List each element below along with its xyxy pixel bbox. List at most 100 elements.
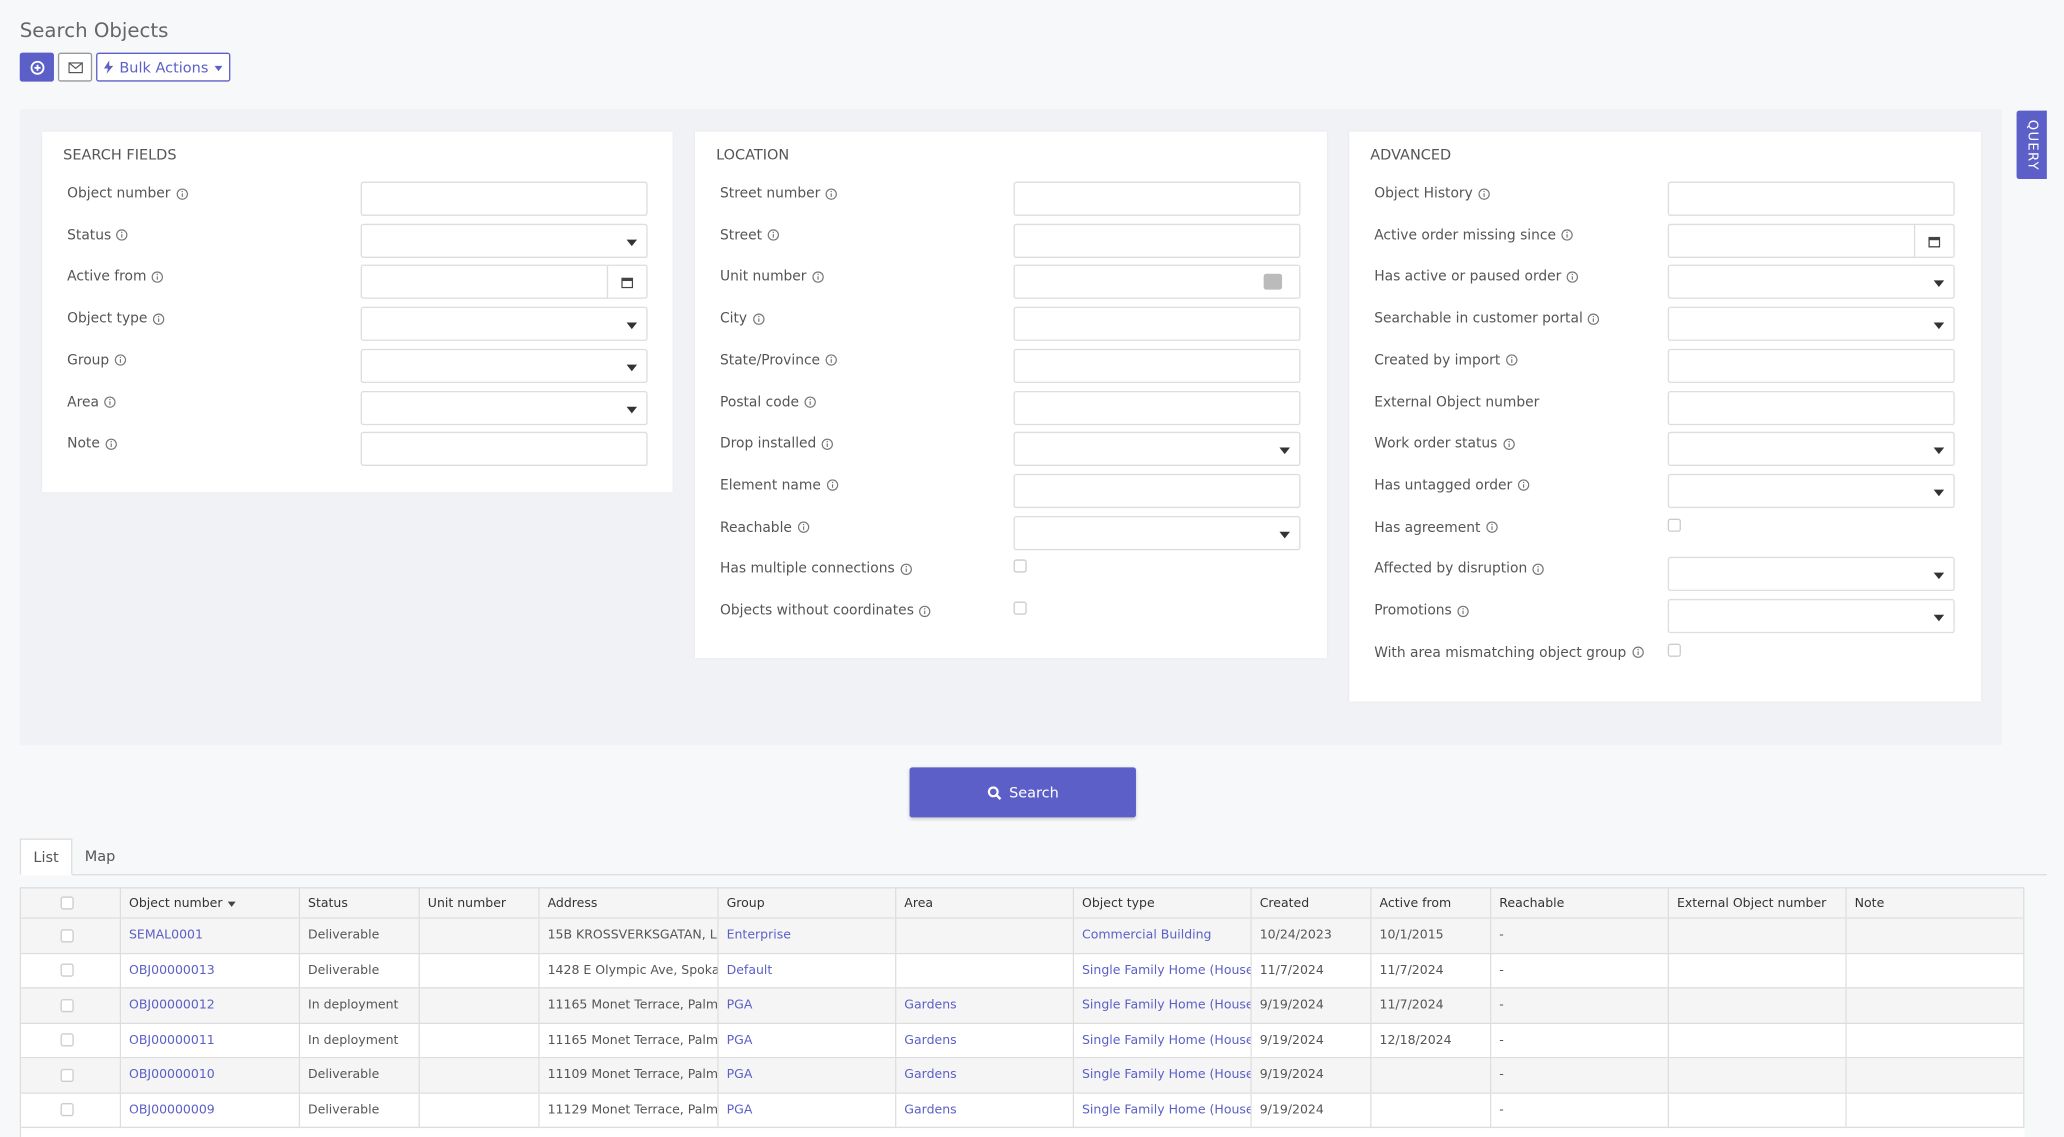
select-caret [1279,531,1290,543]
tab-list[interactable]: List [19,838,73,876]
text-input[interactable] [1667,390,1955,425]
text-input[interactable] [1013,390,1301,425]
table-link[interactable]: PGA [726,1102,753,1118]
table-link[interactable]: OBJ00000013 [128,963,215,978]
checkbox[interactable] [60,963,74,978]
text-input[interactable] [1667,181,1955,216]
text-input[interactable] [360,431,648,467]
info-icon [151,271,164,283]
checkbox[interactable] [1013,601,1027,615]
select-input[interactable] [360,306,648,342]
column-header-text: Unit number [427,895,507,911]
column-header[interactable]: External Object number [1669,888,1847,919]
date-input[interactable] [360,265,648,300]
select-input[interactable] [1667,306,1955,342]
table-cell: 11129 Monet Terrace, Palm ... [539,1093,719,1129]
select-input[interactable] [1013,431,1301,467]
mail-button[interactable] [57,52,93,82]
column-header[interactable]: Object type [1074,888,1252,919]
column-header[interactable]: Object number [121,888,301,919]
bulk-actions-button[interactable]: Bulk Actions [96,52,231,82]
column-header[interactable]: Address [539,888,719,919]
field-label-text: Affected by disruption [1374,561,1528,577]
info-icon [1485,521,1498,533]
query-tab[interactable]: QUERY [2016,110,2047,180]
checkbox[interactable] [60,1033,74,1047]
cell-text: Deliverable [308,928,380,943]
date-input[interactable] [1667,223,1955,258]
table-link[interactable]: Gardens [904,998,957,1013]
checkbox[interactable] [60,1068,74,1082]
table-link[interactable]: SEMAL0001 [128,928,203,943]
table-link[interactable]: Single Family Home (House/T... [1081,998,1250,1013]
text-input[interactable] [1667,348,1955,383]
text-input[interactable] [1013,348,1301,383]
select-input[interactable] [1667,265,1955,300]
table-link[interactable]: PGA [726,1032,753,1048]
column-header[interactable]: Unit number [419,888,540,919]
select-input[interactable] [1667,431,1955,467]
table-link[interactable]: Gardens [904,1102,957,1118]
checkbox[interactable] [1667,643,1681,657]
info-icon [797,521,809,533]
text-input[interactable] [360,181,648,216]
cell-text: 11165 Monet Terrace, Palm ... [547,998,719,1013]
table-link[interactable]: Single Family Home (House/T... [1081,1032,1250,1048]
checkbox[interactable] [60,998,74,1012]
table-link[interactable]: OBJ00000012 [128,998,215,1013]
column-header[interactable]: Group [718,888,897,919]
field-label: Active order missing since [1374,226,1573,244]
table-link[interactable]: Single Family Home (House/T... [1081,1102,1250,1118]
checkbox[interactable] [60,1103,74,1117]
column-header[interactable]: Status [300,888,420,919]
table-link[interactable]: Commercial Building [1081,928,1212,943]
table-link[interactable]: Gardens [904,1032,957,1048]
table-cell: 10/24/2023 [1251,918,1372,954]
checkbox[interactable] [1013,559,1027,573]
table-link[interactable]: OBJ00000010 [128,1067,215,1083]
select-input[interactable] [1013,515,1301,550]
field-label: Unit number [720,268,824,286]
search-label: Search [1009,783,1059,801]
column-header[interactable]: Active from [1371,888,1492,919]
table-link[interactable]: Enterprise [726,928,791,943]
table-link[interactable]: Default [726,963,773,978]
text-input[interactable] [1013,306,1301,342]
column-header[interactable]: Note [1846,888,2025,919]
more-icon [1263,274,1283,291]
table-link[interactable]: Gardens [904,1067,957,1083]
column-header[interactable]: Reachable [1491,888,1670,919]
table-link[interactable]: Single Family Home (House/T... [1081,1067,1250,1083]
select-input[interactable] [1667,557,1955,592]
table-cell: 9/19/2024 [1251,1058,1372,1094]
cell-text: 9/19/2024 [1259,1032,1324,1048]
select-input[interactable] [360,390,648,425]
checkbox[interactable] [60,928,74,943]
add-button[interactable] [19,52,54,82]
table-cell [1669,1023,1847,1059]
column-header[interactable]: Area [896,888,1075,919]
select-input[interactable] [1667,473,1955,508]
table-cell [1846,1058,2025,1094]
select-input[interactable] [1667,598,1955,634]
tab-map[interactable]: Map [84,847,116,865]
textmore-input[interactable] [1013,265,1301,300]
search-button[interactable]: Search [909,767,1136,818]
table-link[interactable]: Single Family Home (House/T... [1081,963,1250,978]
checkbox[interactable] [60,896,74,910]
column-header[interactable]: Created [1251,888,1372,919]
table-link[interactable]: OBJ00000009 [128,1102,215,1118]
select-input[interactable] [360,348,648,383]
checkbox[interactable] [1667,518,1681,532]
select-input[interactable] [360,223,648,258]
info-icon [1478,187,1490,200]
text-input[interactable] [1013,181,1301,216]
table-link[interactable]: PGA [726,1067,753,1083]
table-link[interactable]: OBJ00000011 [128,1032,215,1048]
table-cell [1669,918,1847,954]
table-link[interactable]: PGA [726,998,753,1013]
text-input[interactable] [1013,223,1301,258]
text-input[interactable] [1013,473,1301,508]
page-title: Search Objects [19,18,169,43]
